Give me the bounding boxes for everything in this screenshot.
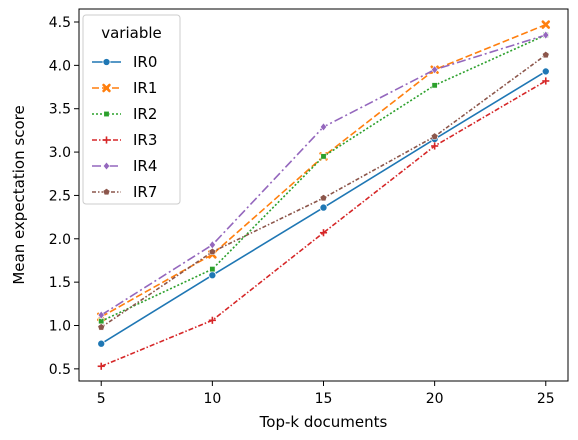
legend-item-ir0: IR0 bbox=[92, 53, 157, 71]
data-point-ir7-10 bbox=[208, 247, 217, 255]
legend-title: variable bbox=[101, 24, 162, 42]
data-point-ir4-15 bbox=[319, 122, 328, 132]
legend-label-ir3: IR3 bbox=[133, 131, 157, 149]
legend-marker-ir1 bbox=[102, 83, 111, 93]
data-point-ir7-5 bbox=[97, 323, 105, 331]
y-tick-label: 3.5 bbox=[49, 102, 71, 118]
data-point-ir2-10 bbox=[209, 266, 216, 273]
data-point-ir3-15 bbox=[319, 229, 328, 237]
plot-area bbox=[96, 20, 551, 370]
legend-item-ir3: IR3 bbox=[92, 131, 157, 149]
legend-label-ir0: IR0 bbox=[133, 53, 157, 71]
series-line-ir3 bbox=[100, 80, 547, 367]
x-tick-label: 5 bbox=[97, 391, 106, 407]
y-tick-label: 1.0 bbox=[49, 319, 71, 335]
y-tick-label: 1.5 bbox=[49, 275, 71, 291]
legend-label-ir4: IR4 bbox=[133, 157, 157, 175]
x-tick-label: 25 bbox=[537, 391, 555, 407]
legend-marker-ir4 bbox=[102, 161, 111, 171]
x-tick-label: 10 bbox=[203, 391, 221, 407]
legend-item-ir7: IR7 bbox=[92, 183, 157, 201]
legend-item-ir2: IR2 bbox=[92, 105, 157, 123]
data-point-ir4-5 bbox=[97, 310, 105, 320]
legend-item-ir4: IR4 bbox=[92, 157, 157, 175]
series-ir7 bbox=[97, 51, 550, 331]
data-point-ir0-10 bbox=[208, 271, 217, 280]
y-tick-label: 0.5 bbox=[49, 362, 71, 378]
data-point-ir2-20 bbox=[431, 82, 438, 89]
data-point-ir3-25 bbox=[542, 77, 550, 85]
data-point-ir4-20 bbox=[431, 65, 439, 75]
series-ir4 bbox=[97, 30, 550, 320]
data-point-ir2-15 bbox=[320, 153, 327, 160]
legend-label-ir1: IR1 bbox=[133, 79, 157, 97]
data-point-ir7-15 bbox=[319, 194, 328, 202]
data-point-ir0-25 bbox=[541, 67, 550, 76]
y-tick-label: 2.0 bbox=[49, 232, 71, 248]
legend-marker-ir2 bbox=[103, 110, 110, 118]
legend-marker-ir7 bbox=[102, 188, 111, 196]
data-point-ir7-25 bbox=[542, 51, 550, 59]
data-point-ir0-5 bbox=[97, 339, 106, 348]
y-tick-label: 2.5 bbox=[49, 188, 71, 204]
data-point-ir3-20 bbox=[431, 142, 439, 150]
y-tick-label: 4.0 bbox=[49, 58, 71, 74]
axes: 5 10 15 20 25 0.5 1.0 1.5 2.0 2.5 3.0 3.5 4.0 4.5 Top-… bbox=[10, 8, 569, 431]
data-point-ir0-15 bbox=[319, 203, 328, 212]
x-tick-label: 15 bbox=[315, 391, 333, 407]
legend-label-ir7: IR7 bbox=[133, 183, 157, 201]
data-point-ir3-10 bbox=[208, 316, 216, 324]
x-axis-label: Top-k documents bbox=[259, 413, 388, 431]
data-point-ir4-25 bbox=[542, 30, 550, 40]
data-point-ir3-5 bbox=[97, 362, 105, 370]
legend-box bbox=[82, 14, 181, 205]
legend: variable IR0 IR1 IR2 IR3 IR4 IR7 bbox=[82, 14, 181, 205]
data-point-ir4-10 bbox=[208, 240, 216, 250]
data-point-ir7-20 bbox=[430, 132, 439, 140]
y-tick-label: 3.0 bbox=[49, 145, 71, 161]
y-axis-label: Mean expectation score bbox=[10, 105, 28, 284]
legend-marker-ir3 bbox=[102, 136, 111, 144]
legend-marker-ir0 bbox=[102, 58, 111, 66]
legend-item-ir1: IR1 bbox=[92, 79, 157, 97]
data-point-ir1-25 bbox=[541, 20, 551, 29]
series-ir3 bbox=[97, 77, 550, 370]
x-tick-label: 20 bbox=[426, 391, 444, 407]
legend-label-ir2: IR2 bbox=[133, 105, 157, 123]
y-tick-label: 4.5 bbox=[49, 15, 71, 31]
